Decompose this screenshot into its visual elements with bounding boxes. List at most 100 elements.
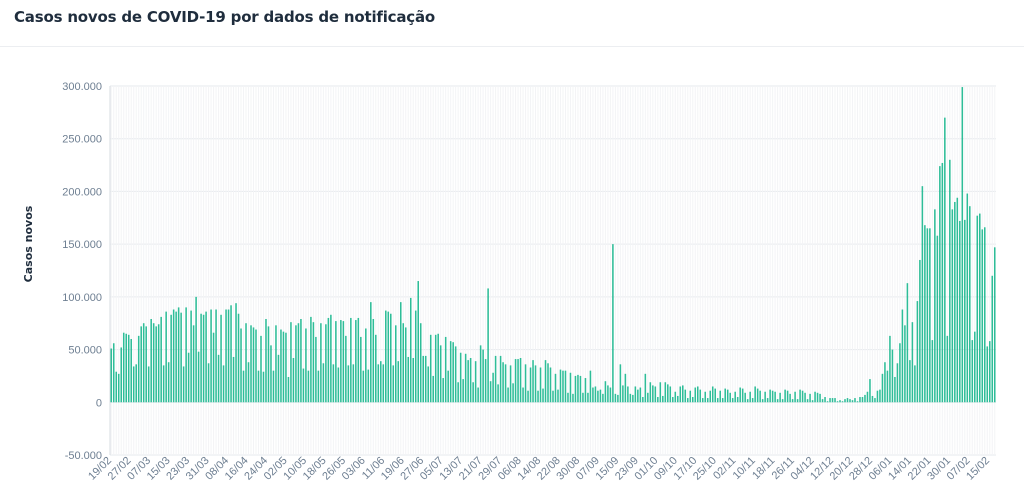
bar: [240, 328, 242, 403]
bar: [342, 321, 345, 403]
bar: [444, 336, 447, 403]
bar: [731, 398, 734, 403]
y-tick-label: 150.000: [62, 239, 102, 251]
bar: [694, 387, 697, 403]
bar: [634, 386, 637, 403]
bar: [417, 281, 420, 403]
bar: [964, 219, 966, 403]
bar: [774, 391, 776, 403]
bar: [290, 322, 292, 403]
bar: [512, 383, 514, 403]
bar: [564, 370, 567, 403]
bar: [212, 332, 215, 403]
bar: [701, 398, 704, 403]
bar: [524, 364, 527, 403]
bar: [736, 397, 739, 403]
bar: [350, 317, 352, 403]
bar: [769, 389, 771, 403]
bar: [886, 370, 889, 403]
bar: [944, 117, 946, 403]
bar: [934, 209, 936, 403]
bar: [734, 391, 736, 403]
bar: [122, 332, 125, 403]
bar: [809, 393, 811, 403]
bar: [332, 364, 335, 403]
bar: [355, 320, 357, 403]
bar: [781, 399, 784, 403]
bar: [682, 385, 684, 403]
bar: [592, 387, 594, 403]
bar: [639, 387, 642, 403]
bar: [147, 366, 150, 403]
bar: [385, 310, 387, 403]
bar: [439, 345, 442, 403]
bar: [589, 370, 592, 403]
bar: [644, 373, 647, 403]
bar: [602, 393, 604, 403]
bar: [901, 309, 904, 403]
bar: [362, 370, 365, 403]
bar: [846, 398, 849, 403]
bar: [814, 391, 816, 403]
bar: [677, 395, 679, 403]
bar: [759, 390, 761, 403]
bar: [187, 352, 190, 403]
bar: [499, 355, 502, 403]
bar: [205, 311, 207, 403]
bar: [906, 283, 909, 403]
bar: [402, 323, 405, 403]
bar: [347, 365, 350, 403]
bar: [662, 395, 664, 403]
bar: [317, 370, 320, 403]
bar: [280, 329, 282, 403]
bar: [407, 356, 410, 403]
bar: [654, 386, 657, 403]
bar: [529, 367, 532, 403]
bar: [652, 385, 654, 403]
bar: [192, 325, 195, 403]
bar: [282, 331, 285, 403]
bar: [959, 220, 961, 403]
bar: [679, 386, 682, 403]
bar: [819, 393, 821, 403]
bar: [891, 349, 894, 403]
bar: [614, 393, 617, 403]
bar: [881, 373, 884, 403]
bar: [969, 206, 971, 403]
bar: [112, 343, 115, 403]
bar: [232, 356, 235, 403]
bar: [974, 331, 976, 403]
bar: [422, 355, 424, 403]
bar: [554, 373, 557, 403]
bar: [165, 311, 167, 403]
bar: [951, 209, 954, 403]
bar: [262, 371, 265, 403]
bar: [684, 389, 687, 403]
bar: [442, 378, 444, 403]
bar: [806, 399, 809, 403]
bar: [310, 316, 312, 403]
bar: [824, 397, 826, 403]
bar: [207, 363, 210, 403]
bar: [382, 364, 385, 403]
bar: [519, 358, 522, 403]
bar: [622, 385, 624, 403]
bar: [177, 307, 180, 403]
bar: [721, 398, 724, 403]
bar: [370, 302, 372, 403]
bar: [629, 393, 632, 403]
bar: [669, 386, 672, 403]
bar: [185, 307, 187, 403]
bar: [547, 363, 549, 403]
bar: [991, 275, 994, 403]
bar: [851, 400, 854, 403]
bar: [210, 309, 212, 403]
bar: [202, 314, 205, 403]
bar: [956, 197, 959, 403]
bar: [756, 388, 759, 403]
bar: [157, 324, 160, 403]
bar: [771, 390, 774, 403]
bar: [132, 366, 135, 403]
bar: [834, 398, 836, 403]
bar: [871, 395, 874, 403]
